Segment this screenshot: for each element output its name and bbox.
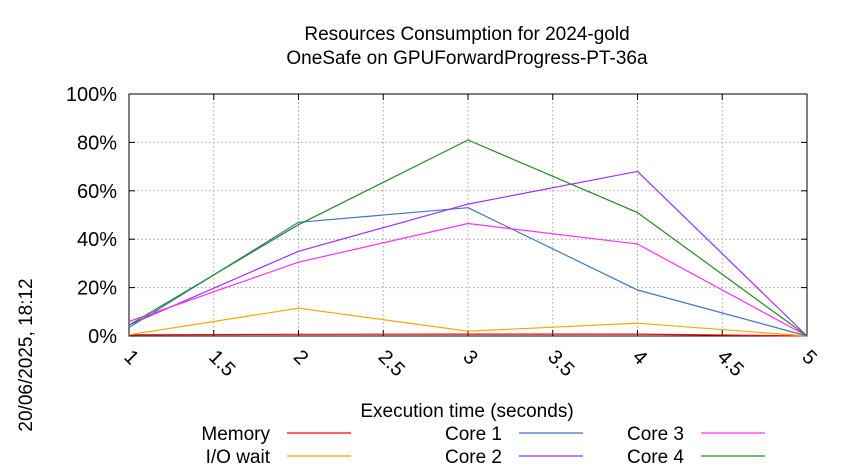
x-axis-label: Execution time (seconds) bbox=[360, 401, 573, 422]
x-tick-label: 1.5 bbox=[204, 346, 239, 381]
series-lines bbox=[128, 139, 808, 337]
y-tick-label: 80% bbox=[77, 132, 117, 154]
timestamp-label: 20/06/2025, 18:12 bbox=[16, 278, 37, 431]
series-line-core-4 bbox=[128, 139, 808, 337]
legend-label-i-o-wait: I/O wait bbox=[206, 447, 271, 468]
y-tick-labels: 0% 20% 40% 60% 80% 100% bbox=[66, 84, 117, 348]
chart-title-line1: Resources Consumption for 2024-gold bbox=[304, 24, 629, 45]
legend-label-core-1: Core 1 bbox=[445, 424, 502, 445]
y-tick-label: 0% bbox=[88, 326, 117, 348]
chart-title-line2: OneSafe on GPUForwardProgress-PT-36a bbox=[286, 48, 648, 69]
y-tick-label: 20% bbox=[77, 278, 117, 300]
x-tick-label: 3 bbox=[458, 346, 481, 369]
plot-frame bbox=[128, 93, 808, 337]
x-tick-label: 2.5 bbox=[374, 346, 409, 381]
legend-label-core-4: Core 4 bbox=[627, 447, 684, 468]
series-line-core-3 bbox=[128, 222, 808, 337]
y-tick-label: 40% bbox=[77, 229, 117, 251]
x-tick-labels: 1 1.5 2 2.5 3 3.5 4 4.5 5 bbox=[119, 346, 820, 381]
y-tick-label: 60% bbox=[77, 181, 117, 203]
legend-label-memory: Memory bbox=[201, 424, 270, 445]
legend-label-core-3: Core 3 bbox=[627, 424, 684, 445]
x-tick-label: 4 bbox=[628, 346, 651, 369]
legend-label-core-2: Core 2 bbox=[445, 447, 502, 468]
x-tick-label: 1 bbox=[119, 346, 142, 369]
x-tick-label: 3.5 bbox=[543, 346, 578, 381]
y-tick-label: 100% bbox=[66, 84, 117, 106]
series-line-memory bbox=[128, 333, 808, 337]
x-tick-label: 5 bbox=[797, 346, 820, 369]
grid bbox=[128, 93, 808, 337]
series-line-core-1 bbox=[128, 207, 808, 337]
series-line-core-2 bbox=[128, 170, 808, 337]
x-tick-label: 4.5 bbox=[713, 346, 748, 381]
series-line-i-o-wait bbox=[128, 307, 808, 337]
x-tick-label: 2 bbox=[289, 346, 312, 369]
